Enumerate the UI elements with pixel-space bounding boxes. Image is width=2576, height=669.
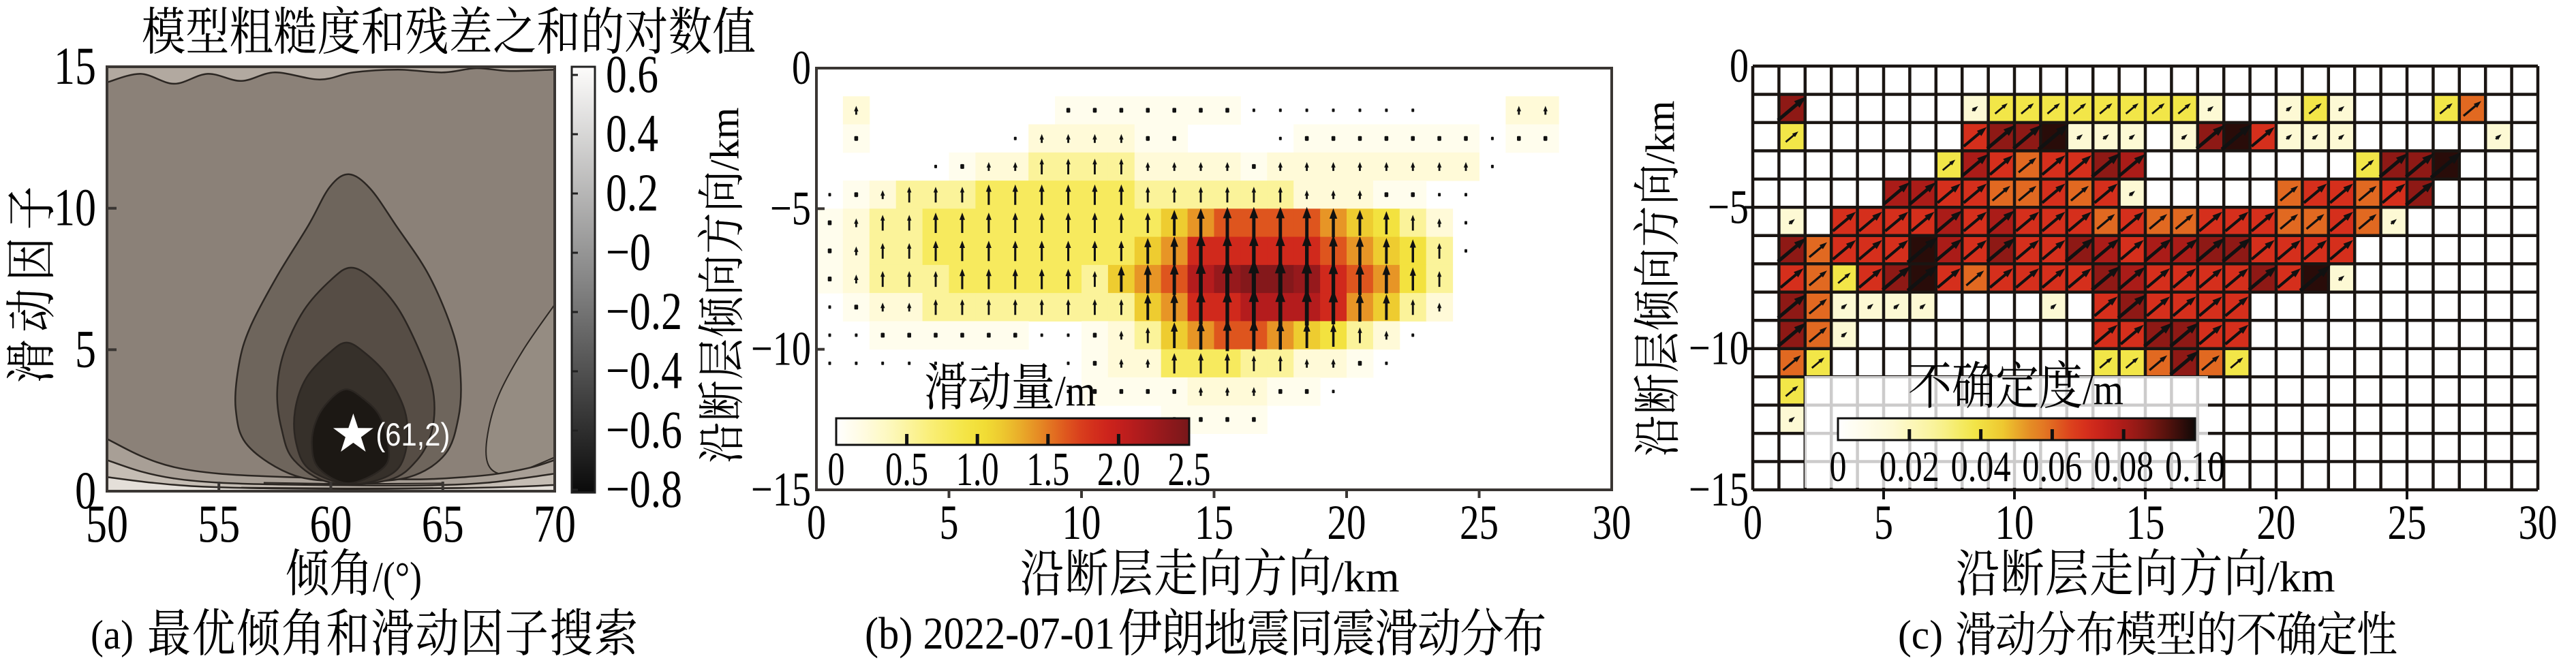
svg-text:−15: −15 bbox=[1689, 463, 1749, 516]
svg-text:15: 15 bbox=[2126, 495, 2165, 550]
svg-text:10: 10 bbox=[1995, 495, 2034, 550]
svg-text:25: 25 bbox=[2388, 495, 2427, 550]
svg-text:15: 15 bbox=[1195, 495, 1233, 550]
svg-text:0.6: 0.6 bbox=[606, 44, 658, 104]
svg-text:50: 50 bbox=[86, 494, 128, 553]
svg-text:/km: /km bbox=[2267, 553, 2335, 601]
svg-text:0.04: 0.04 bbox=[1951, 442, 2011, 491]
svg-text:−0.4: −0.4 bbox=[606, 341, 682, 400]
svg-text:30: 30 bbox=[1593, 495, 1631, 550]
svg-text:−10: −10 bbox=[751, 323, 811, 376]
svg-text:0: 0 bbox=[75, 461, 96, 520]
svg-text:0: 0 bbox=[792, 42, 811, 95]
svg-text:0.5: 0.5 bbox=[885, 444, 928, 496]
svg-text:5: 5 bbox=[1874, 495, 1893, 550]
svg-text:0.2: 0.2 bbox=[606, 163, 658, 222]
svg-text:/km: /km bbox=[703, 108, 748, 171]
svg-text:1.5: 1.5 bbox=[1026, 444, 1069, 496]
svg-text:(61,2): (61,2) bbox=[375, 416, 450, 452]
svg-text:20: 20 bbox=[1328, 495, 1366, 550]
svg-text:(c): (c) bbox=[1898, 612, 1943, 657]
svg-text:55: 55 bbox=[198, 494, 240, 553]
svg-text:1.0: 1.0 bbox=[956, 444, 999, 496]
svg-text:−5: −5 bbox=[1708, 181, 1749, 234]
svg-text:/m: /m bbox=[1055, 367, 1096, 415]
svg-text:/km: /km bbox=[1638, 101, 1683, 164]
svg-text:−0.6: −0.6 bbox=[606, 400, 682, 459]
svg-text:−10: −10 bbox=[1689, 322, 1749, 375]
svg-text:0.06: 0.06 bbox=[2022, 442, 2082, 491]
svg-text:/km: /km bbox=[1332, 553, 1400, 601]
svg-text:20: 20 bbox=[2257, 495, 2296, 550]
svg-text:−15: −15 bbox=[751, 463, 811, 516]
svg-text:0.02: 0.02 bbox=[1880, 442, 1939, 491]
svg-text:0.4: 0.4 bbox=[606, 104, 658, 163]
svg-text:0.08: 0.08 bbox=[2094, 442, 2153, 491]
svg-text:0: 0 bbox=[807, 495, 826, 550]
svg-text:0.10: 0.10 bbox=[2165, 442, 2225, 491]
svg-text:(a): (a) bbox=[91, 612, 134, 657]
svg-text:2.0: 2.0 bbox=[1097, 444, 1140, 496]
svg-text:(b) 2022-07-01: (b) 2022-07-01 bbox=[865, 608, 1115, 659]
svg-text:0: 0 bbox=[1830, 442, 1847, 491]
svg-text:25: 25 bbox=[1460, 495, 1499, 550]
svg-text:15: 15 bbox=[54, 36, 96, 95]
svg-text:10: 10 bbox=[1062, 495, 1101, 550]
svg-text:0: 0 bbox=[828, 444, 845, 496]
svg-text:30: 30 bbox=[2519, 495, 2558, 550]
svg-text:5: 5 bbox=[940, 495, 959, 550]
svg-text:0: 0 bbox=[1730, 40, 1749, 93]
svg-text:/m: /m bbox=[2083, 365, 2123, 414]
svg-text:/(°): /(°) bbox=[373, 555, 422, 601]
svg-text:65: 65 bbox=[422, 494, 464, 553]
svg-text:10: 10 bbox=[54, 178, 96, 237]
svg-text:−0.8: −0.8 bbox=[606, 459, 682, 518]
svg-text:2.5: 2.5 bbox=[1168, 444, 1211, 496]
svg-text:−5: −5 bbox=[770, 182, 811, 235]
svg-text:−0: −0 bbox=[606, 222, 651, 281]
svg-text:60: 60 bbox=[310, 494, 352, 553]
svg-text:−0.2: −0.2 bbox=[606, 281, 682, 341]
svg-text:5: 5 bbox=[75, 319, 96, 378]
svg-text:70: 70 bbox=[534, 494, 576, 553]
svg-text:0: 0 bbox=[1743, 495, 1762, 550]
